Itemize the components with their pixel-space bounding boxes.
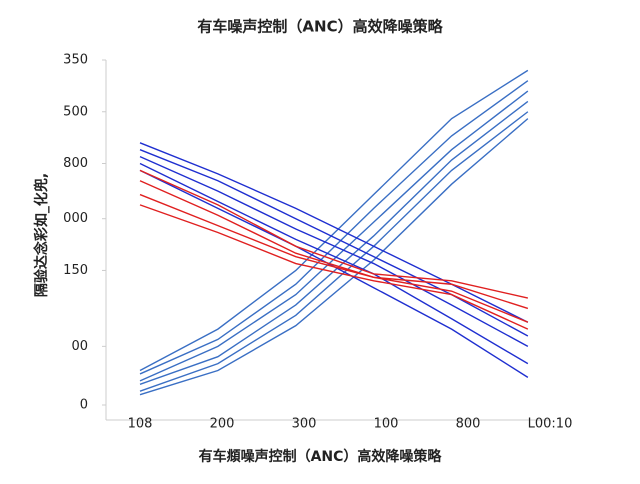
y-tick-label: 800 (63, 156, 88, 171)
series-line (139, 118, 529, 396)
series-line (139, 155, 529, 347)
series-line (139, 111, 529, 392)
y-tick-label: 00 (71, 339, 88, 354)
y-axis-label: 隔验达念彩如_化兜, (33, 173, 50, 297)
chart-title: 有车噪声控制（ANC）高效降噪策略 (197, 18, 443, 36)
x-axis-label: 有车頫噪声控制（ANC）高效降噪策略 (199, 448, 443, 465)
series-line (139, 149, 529, 337)
series-line (139, 142, 529, 323)
y-tick-label: 500 (63, 104, 88, 119)
x-tick-label: 300 (292, 417, 317, 432)
x-tick-label: 200 (210, 417, 235, 432)
series-line (139, 69, 529, 372)
series-line (139, 169, 529, 378)
series-line (139, 180, 529, 310)
y-tick-label: 150 (63, 263, 88, 278)
series-line (139, 90, 529, 382)
y-tick-label: 0 (80, 398, 88, 413)
series-line (139, 204, 529, 330)
x-tick-label: 100 (374, 417, 399, 432)
x-tick-label: 108 (128, 417, 153, 432)
series-line (139, 169, 529, 299)
x-tick-label: L00:10 (528, 417, 573, 432)
series-line (139, 100, 529, 385)
x-tick-label: 800 (456, 417, 481, 432)
y-tick-label: 000 (63, 211, 88, 226)
y-tick-label: 350 (63, 53, 88, 68)
series-line (139, 162, 529, 365)
series-line (139, 193, 529, 323)
